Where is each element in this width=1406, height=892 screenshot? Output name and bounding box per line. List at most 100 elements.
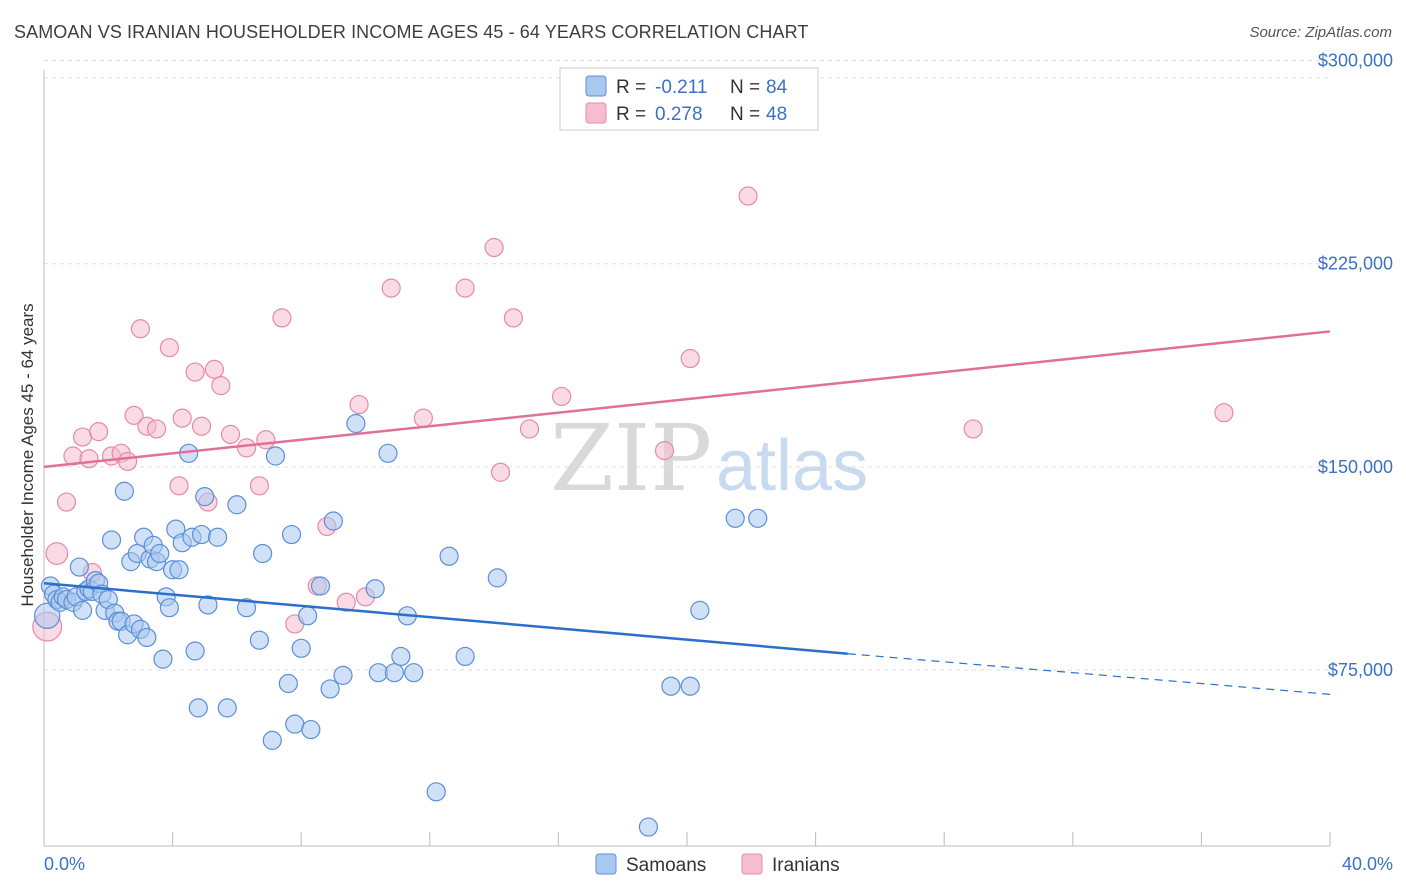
legend-r-label-samoans: R = (616, 77, 646, 98)
samoans-point (404, 663, 424, 683)
iranians-point (45, 542, 69, 565)
iranians-point (256, 430, 276, 450)
iranians-point (236, 438, 257, 458)
y-tick-label: $75,000 (1328, 660, 1393, 680)
iranians-point (963, 419, 983, 439)
iranians-point (680, 348, 700, 369)
iranians-point (185, 362, 205, 382)
iranians-trend-line (43, 330, 1331, 469)
samoans-point (365, 579, 385, 599)
samoans-point (69, 557, 89, 577)
samoans-point (301, 719, 321, 740)
iranians-point (503, 308, 523, 328)
iranians-point (490, 462, 511, 482)
samoans-point (748, 508, 768, 528)
series-legend-label-iranians: Iranians (772, 855, 840, 876)
samoans-point (114, 481, 134, 501)
watermark-zip: ZIP (550, 405, 712, 512)
iranians-point (738, 186, 758, 206)
samoans-point (101, 530, 122, 550)
samoans-point (320, 679, 340, 699)
samoans-point (378, 443, 398, 463)
samoans-point (265, 446, 286, 466)
samoans-point (137, 627, 157, 648)
samoans-point (439, 546, 459, 566)
samoans-point (725, 508, 745, 528)
x-tick-label-max: 40.0% (1342, 854, 1393, 874)
samoans-point (680, 676, 700, 696)
iranians-point (349, 394, 369, 415)
iranians-point (654, 441, 675, 461)
watermark-atlas: atlas (716, 426, 868, 506)
samoans-point (661, 676, 681, 696)
iranians-point (381, 278, 401, 298)
y-tick-label: $225,000 (1318, 254, 1393, 274)
samoans-point (346, 413, 366, 434)
legend-r-value-iranians: 0.278 (655, 104, 703, 125)
iranians-point (413, 408, 433, 428)
x-ticks (172, 832, 1331, 846)
samoans-point (384, 663, 405, 683)
samoans-point (291, 638, 311, 658)
samoans-point (368, 663, 388, 683)
samoans-point (34, 602, 61, 630)
samoans-point (690, 600, 710, 620)
y-axis-label: Householder Income Ages 45 - 64 years (18, 303, 37, 606)
iranians-point (220, 424, 241, 444)
samoans-point (188, 698, 208, 718)
y-tick-labels: $75,000 $150,000 $225,000 $300,000 (1318, 51, 1393, 680)
samoans-point (150, 543, 170, 564)
iranians-point (56, 492, 77, 512)
iranians-point (272, 308, 292, 328)
samoans-point (153, 649, 173, 669)
iranians-point (130, 319, 151, 339)
samoans-point (253, 543, 273, 564)
samoans-point (227, 495, 247, 515)
iranians-point (159, 338, 179, 358)
samoans-point (298, 606, 318, 626)
iranians-point (172, 408, 192, 428)
iranians-point (204, 359, 224, 379)
samoans-point (195, 487, 215, 507)
legend-r-value-samoans: -0.211 (655, 77, 707, 98)
iranians-point (249, 476, 270, 496)
iranians-point (191, 416, 212, 436)
iranians-point (79, 449, 99, 469)
samoans-point (236, 598, 257, 618)
iranians-point (117, 451, 138, 472)
chart-title: SAMOAN VS IRANIAN HOUSEHOLDER INCOME AGE… (14, 22, 809, 42)
iranians-point (89, 422, 109, 442)
iranians-point (124, 405, 144, 425)
samoans-point (217, 698, 237, 718)
iranians-point (72, 427, 93, 447)
legend-n-value-iranians: 48 (766, 104, 787, 125)
legend-n-label-samoans: N = (730, 77, 760, 98)
samoans-point (455, 646, 475, 667)
samoans-point (198, 595, 218, 615)
samoans-point (333, 665, 353, 685)
x-tick-label-min: 0.0% (44, 854, 85, 874)
samoans-point (426, 782, 446, 802)
y-tick-label: $150,000 (1318, 457, 1393, 477)
samoans-point (638, 817, 659, 837)
y-tick-label: $300,000 (1318, 51, 1393, 71)
samoans-point (185, 641, 205, 661)
iranians-point (484, 237, 504, 258)
samoans-point (208, 527, 228, 547)
series-legend-swatch-samoans (595, 853, 617, 875)
iranians-point (336, 592, 356, 612)
samoans-point (72, 600, 93, 620)
series-legend: Samoans Iranians (595, 853, 840, 876)
iranians-point (1214, 403, 1234, 423)
samoans-point (323, 511, 343, 531)
samoans-point (487, 568, 507, 588)
iranians-points (32, 186, 1234, 642)
iranians-point (552, 386, 572, 407)
legend-n-label-iranians: N = (730, 104, 760, 125)
samoans-point (169, 560, 189, 580)
samoans-point (310, 576, 331, 596)
legend-swatch-iranians (585, 102, 607, 124)
samoans-point (391, 646, 411, 667)
samoans-trend-line (43, 582, 848, 655)
